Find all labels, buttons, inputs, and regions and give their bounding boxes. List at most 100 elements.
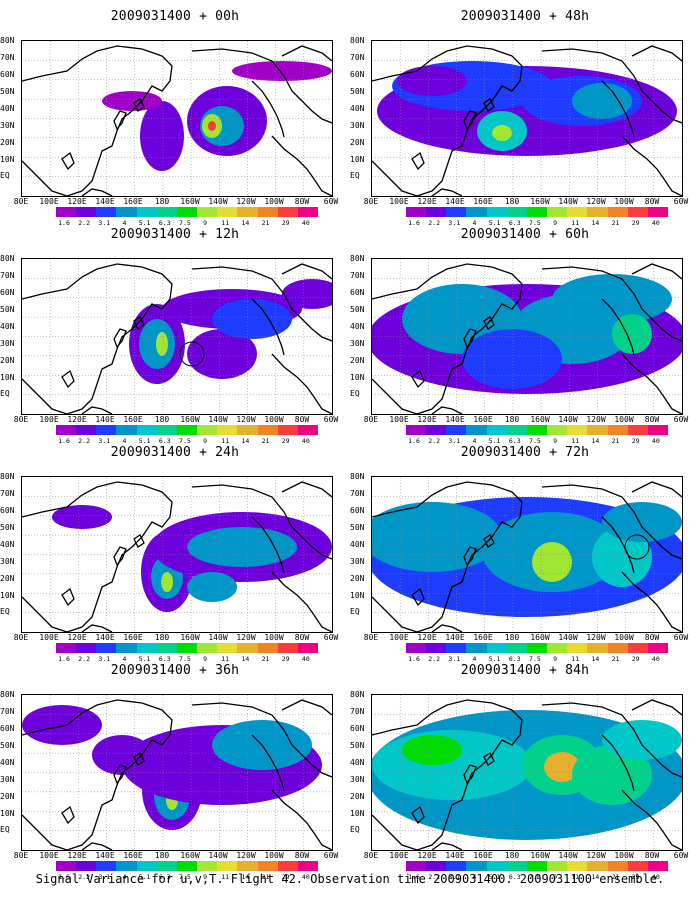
longitude-label: 100W — [614, 197, 634, 206]
colorbar-label: 5.1 — [138, 219, 151, 227]
latitude-label: 60N — [350, 506, 365, 515]
coastline-path — [81, 624, 113, 632]
colorbar-cell — [156, 861, 177, 871]
longitude-label: 80E — [363, 415, 379, 424]
latitude-label: 80N — [0, 472, 15, 481]
colorbar-label: 2.2 — [428, 219, 441, 227]
colorbar-cell — [197, 207, 218, 217]
contour-fill — [140, 101, 184, 171]
coastline-path — [251, 516, 285, 574]
longitude-label: 100W — [614, 851, 634, 860]
colorbar-cell — [197, 861, 218, 871]
colorbar-label: 14 — [241, 873, 250, 881]
map-panel: 2009031400 + 00h 80N 70N 60N 50N 40N 30N 20N 10N… — [0, 0, 350, 227]
colorbar-label: 9 — [553, 437, 558, 445]
gridlines — [372, 695, 682, 850]
latitude-label: 20N — [350, 574, 365, 583]
latitude-label: 70N — [350, 489, 365, 498]
map-panel: 2009031400 + 72h 80N 70N 60N 50N 40N 30N 20N 10N… — [350, 436, 700, 663]
colorbar — [406, 861, 669, 871]
colorbar-label: 5.1 — [138, 437, 151, 445]
map-panel: 2009031400 + 24h 80N 70N 60N 50N 40N 30N 20N 10N… — [0, 436, 350, 663]
colorbar-label: 6.3 — [508, 219, 521, 227]
longitude-label: 80E — [13, 851, 29, 860]
longitude-label: 120W — [236, 851, 256, 860]
colorbar-cell — [297, 861, 319, 871]
colorbar-label: 3.1 — [448, 873, 461, 881]
longitude-label: 100E — [39, 197, 59, 206]
colorbar-cell — [567, 425, 588, 435]
colorbar-label: 11 — [571, 219, 580, 227]
colorbar-cell — [466, 425, 487, 435]
latitude-label: 80N — [0, 690, 15, 699]
colorbar-cell — [56, 643, 77, 653]
contour-fill — [187, 572, 237, 602]
coastline-path — [411, 587, 425, 607]
colorbar-label: 29 — [631, 219, 640, 227]
colorbar-cell — [257, 861, 278, 871]
coastline-path — [113, 764, 127, 785]
map-plot-area — [371, 476, 683, 633]
colorbar-label: 2.2 — [428, 655, 441, 663]
latitude-label: 30N — [350, 557, 365, 566]
colorbar-cell — [257, 643, 278, 653]
longitude-label: 120E — [417, 633, 437, 642]
coastline-path — [113, 110, 127, 131]
coastline-path — [483, 534, 495, 548]
coastline-path — [601, 80, 635, 138]
colorbar-cell — [96, 425, 117, 435]
colorbar-cell — [466, 207, 487, 217]
latitude-label: 60N — [0, 288, 15, 297]
coastline-path — [621, 571, 682, 632]
colorbar-cell — [587, 861, 608, 871]
colorbar-label: 40 — [651, 219, 660, 227]
colorbar-label: 21 — [611, 219, 620, 227]
latitude-label: 10N — [0, 591, 15, 600]
colorbar-cell — [217, 643, 238, 653]
colorbar-cell — [217, 861, 238, 871]
colorbar-cell — [466, 643, 487, 653]
longitude-label: 160W — [530, 415, 550, 424]
coastlines — [372, 481, 682, 632]
map-panel: 2009031400 + 36h 80N 70N 60N 50N 40N 30N 20N 10N… — [0, 654, 350, 881]
contour-fill — [156, 332, 168, 356]
coastline-path — [251, 298, 285, 356]
colorbar-cell — [277, 207, 298, 217]
latitude-label: 40N — [350, 758, 365, 767]
colorbar-label: 29 — [281, 873, 290, 881]
longitude-label: 100E — [389, 197, 409, 206]
map-svg — [372, 259, 682, 414]
longitude-label: 180 — [154, 633, 170, 642]
map-plot-area — [21, 694, 333, 851]
latitude-label: 10N — [0, 809, 15, 818]
longitude-label: 80E — [363, 197, 379, 206]
colorbar-cell — [547, 643, 568, 653]
longitude-label: 100E — [39, 415, 59, 424]
colorbar-label: 5.1 — [138, 873, 151, 881]
colorbar-cell — [647, 425, 669, 435]
colorbar-cell — [156, 643, 177, 653]
colorbar-cell — [426, 207, 447, 217]
colorbar-label: 11 — [571, 873, 580, 881]
longitude-label: 60W — [673, 415, 689, 424]
colorbar-cell — [406, 425, 427, 435]
colorbar-label: 1.6 — [408, 437, 420, 445]
coastline-path — [621, 789, 682, 850]
longitude-label: 100E — [39, 851, 59, 860]
longitude-label: 120E — [67, 851, 87, 860]
latitude-label: EQ — [350, 607, 360, 616]
colorbar-label: 9 — [203, 437, 208, 445]
colorbar-label: 7.5 — [179, 437, 191, 445]
colorbar-cell — [116, 207, 137, 217]
contour-fill — [208, 121, 216, 131]
colorbar-cell — [406, 861, 427, 871]
colorbar-cell — [116, 861, 137, 871]
longitude-label: 80W — [644, 851, 660, 860]
latitude-label: 60N — [350, 724, 365, 733]
contour-fill — [232, 61, 332, 81]
latitude-label: 80N — [350, 254, 365, 263]
colorbar-label: 2.2 — [78, 655, 91, 663]
longitude-label: 120E — [67, 197, 87, 206]
colorbar-label: 2.2 — [78, 219, 91, 227]
contour-fill — [92, 735, 152, 775]
